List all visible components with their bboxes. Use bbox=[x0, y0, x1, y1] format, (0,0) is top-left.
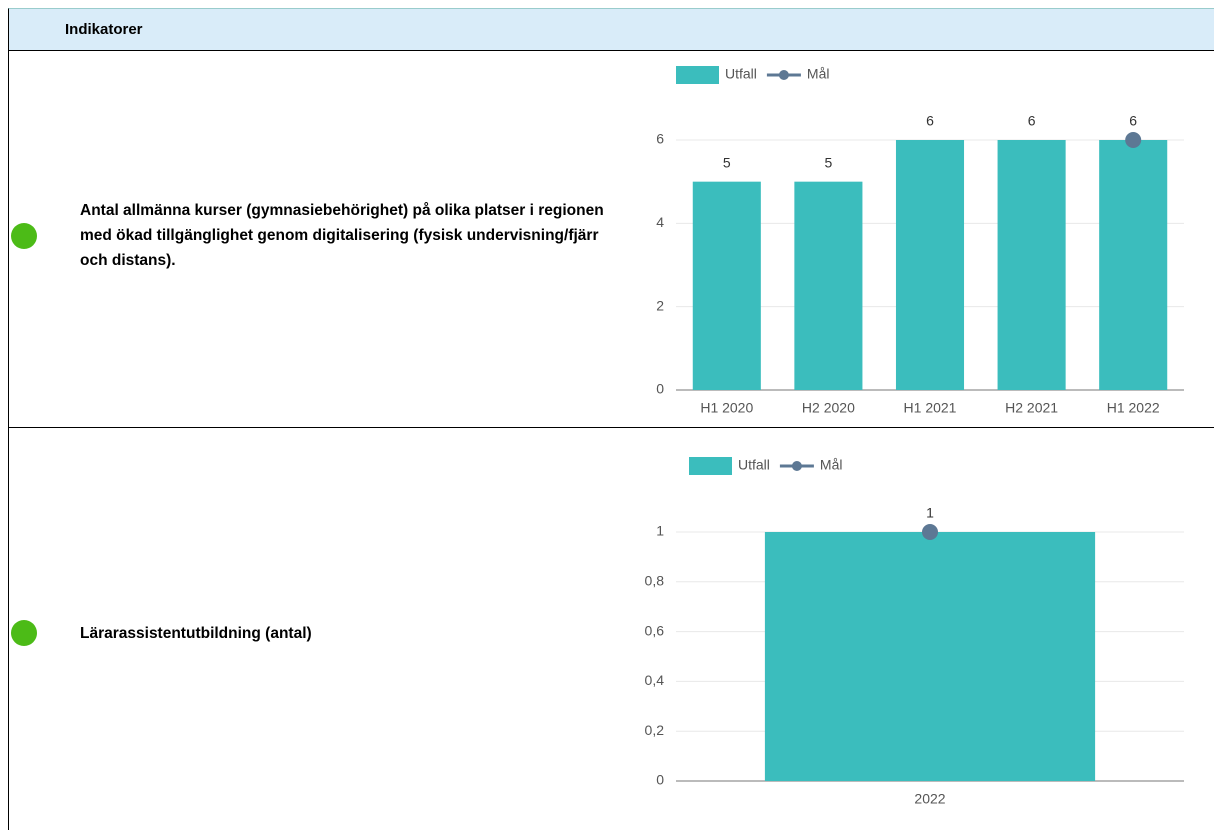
x-tick-label: H2 2020 bbox=[802, 400, 855, 416]
y-tick-label: 0,8 bbox=[645, 573, 665, 589]
y-tick-label: 0 bbox=[656, 381, 664, 397]
y-tick-label: 2 bbox=[656, 297, 664, 313]
legend-label: Mål bbox=[807, 66, 830, 82]
chart: 0 0,2 0,4 0,6 0,8 1 2022 1 Utfall Mål bbox=[645, 457, 1184, 807]
bar bbox=[997, 140, 1066, 390]
indicator-label: Antal allmänna kurser (gymnasiebehörighe… bbox=[80, 202, 604, 269]
data-label: 1 bbox=[926, 505, 934, 521]
legend-swatch bbox=[676, 66, 719, 84]
data-label: 6 bbox=[926, 113, 934, 129]
x-tick-label: H2 2021 bbox=[1005, 400, 1058, 416]
data-label: 6 bbox=[1129, 113, 1137, 129]
y-tick-label: 4 bbox=[656, 214, 664, 230]
status-dot bbox=[11, 223, 37, 249]
y-tick-label: 0,6 bbox=[645, 622, 665, 638]
indicator-label: Lärarassistentutbildning (antal) bbox=[80, 625, 312, 642]
status-dot bbox=[11, 620, 37, 646]
x-tick-label: 2022 bbox=[914, 791, 945, 807]
indicator-row: Lärarassistentutbildning (antal) 0 0,2 0,4… bbox=[8, 428, 1214, 830]
line-point bbox=[1125, 132, 1142, 148]
y-tick-label: 0,2 bbox=[645, 722, 665, 738]
bar bbox=[764, 532, 1096, 781]
legend-label: Mål bbox=[820, 457, 843, 473]
x-tick-label: H1 2020 bbox=[700, 400, 753, 416]
table-header: Indikatorer bbox=[8, 8, 1214, 51]
bar bbox=[895, 140, 965, 390]
y-tick-label: 1 bbox=[656, 523, 664, 539]
x-tick-label: H1 2022 bbox=[1107, 400, 1160, 416]
chart: 0 2 4 6 H1 2020 H2 2020 H1 2021 H2 2021 H1 2022 5… bbox=[656, 66, 1184, 416]
y-tick-label: 0,4 bbox=[645, 672, 665, 688]
header-title: Indikatorer bbox=[65, 21, 143, 38]
legend-dot bbox=[791, 461, 802, 471]
bar bbox=[1099, 140, 1168, 390]
legend-swatch bbox=[689, 457, 732, 475]
x-tick-label: H1 2021 bbox=[904, 400, 957, 416]
bar bbox=[692, 181, 761, 390]
data-label: 5 bbox=[825, 154, 833, 170]
legend-dot bbox=[778, 70, 789, 80]
indicator-row: Antal allmänna kurser (gymnasiebehörighe… bbox=[8, 51, 1214, 428]
bar bbox=[794, 181, 863, 390]
data-label: 5 bbox=[723, 154, 731, 170]
legend-label: Utfall bbox=[725, 66, 757, 82]
y-tick-label: 0 bbox=[656, 772, 664, 788]
line-point bbox=[922, 524, 938, 540]
y-tick-label: 6 bbox=[656, 131, 664, 147]
legend-label: Utfall bbox=[738, 457, 770, 473]
data-label: 6 bbox=[1028, 113, 1036, 129]
